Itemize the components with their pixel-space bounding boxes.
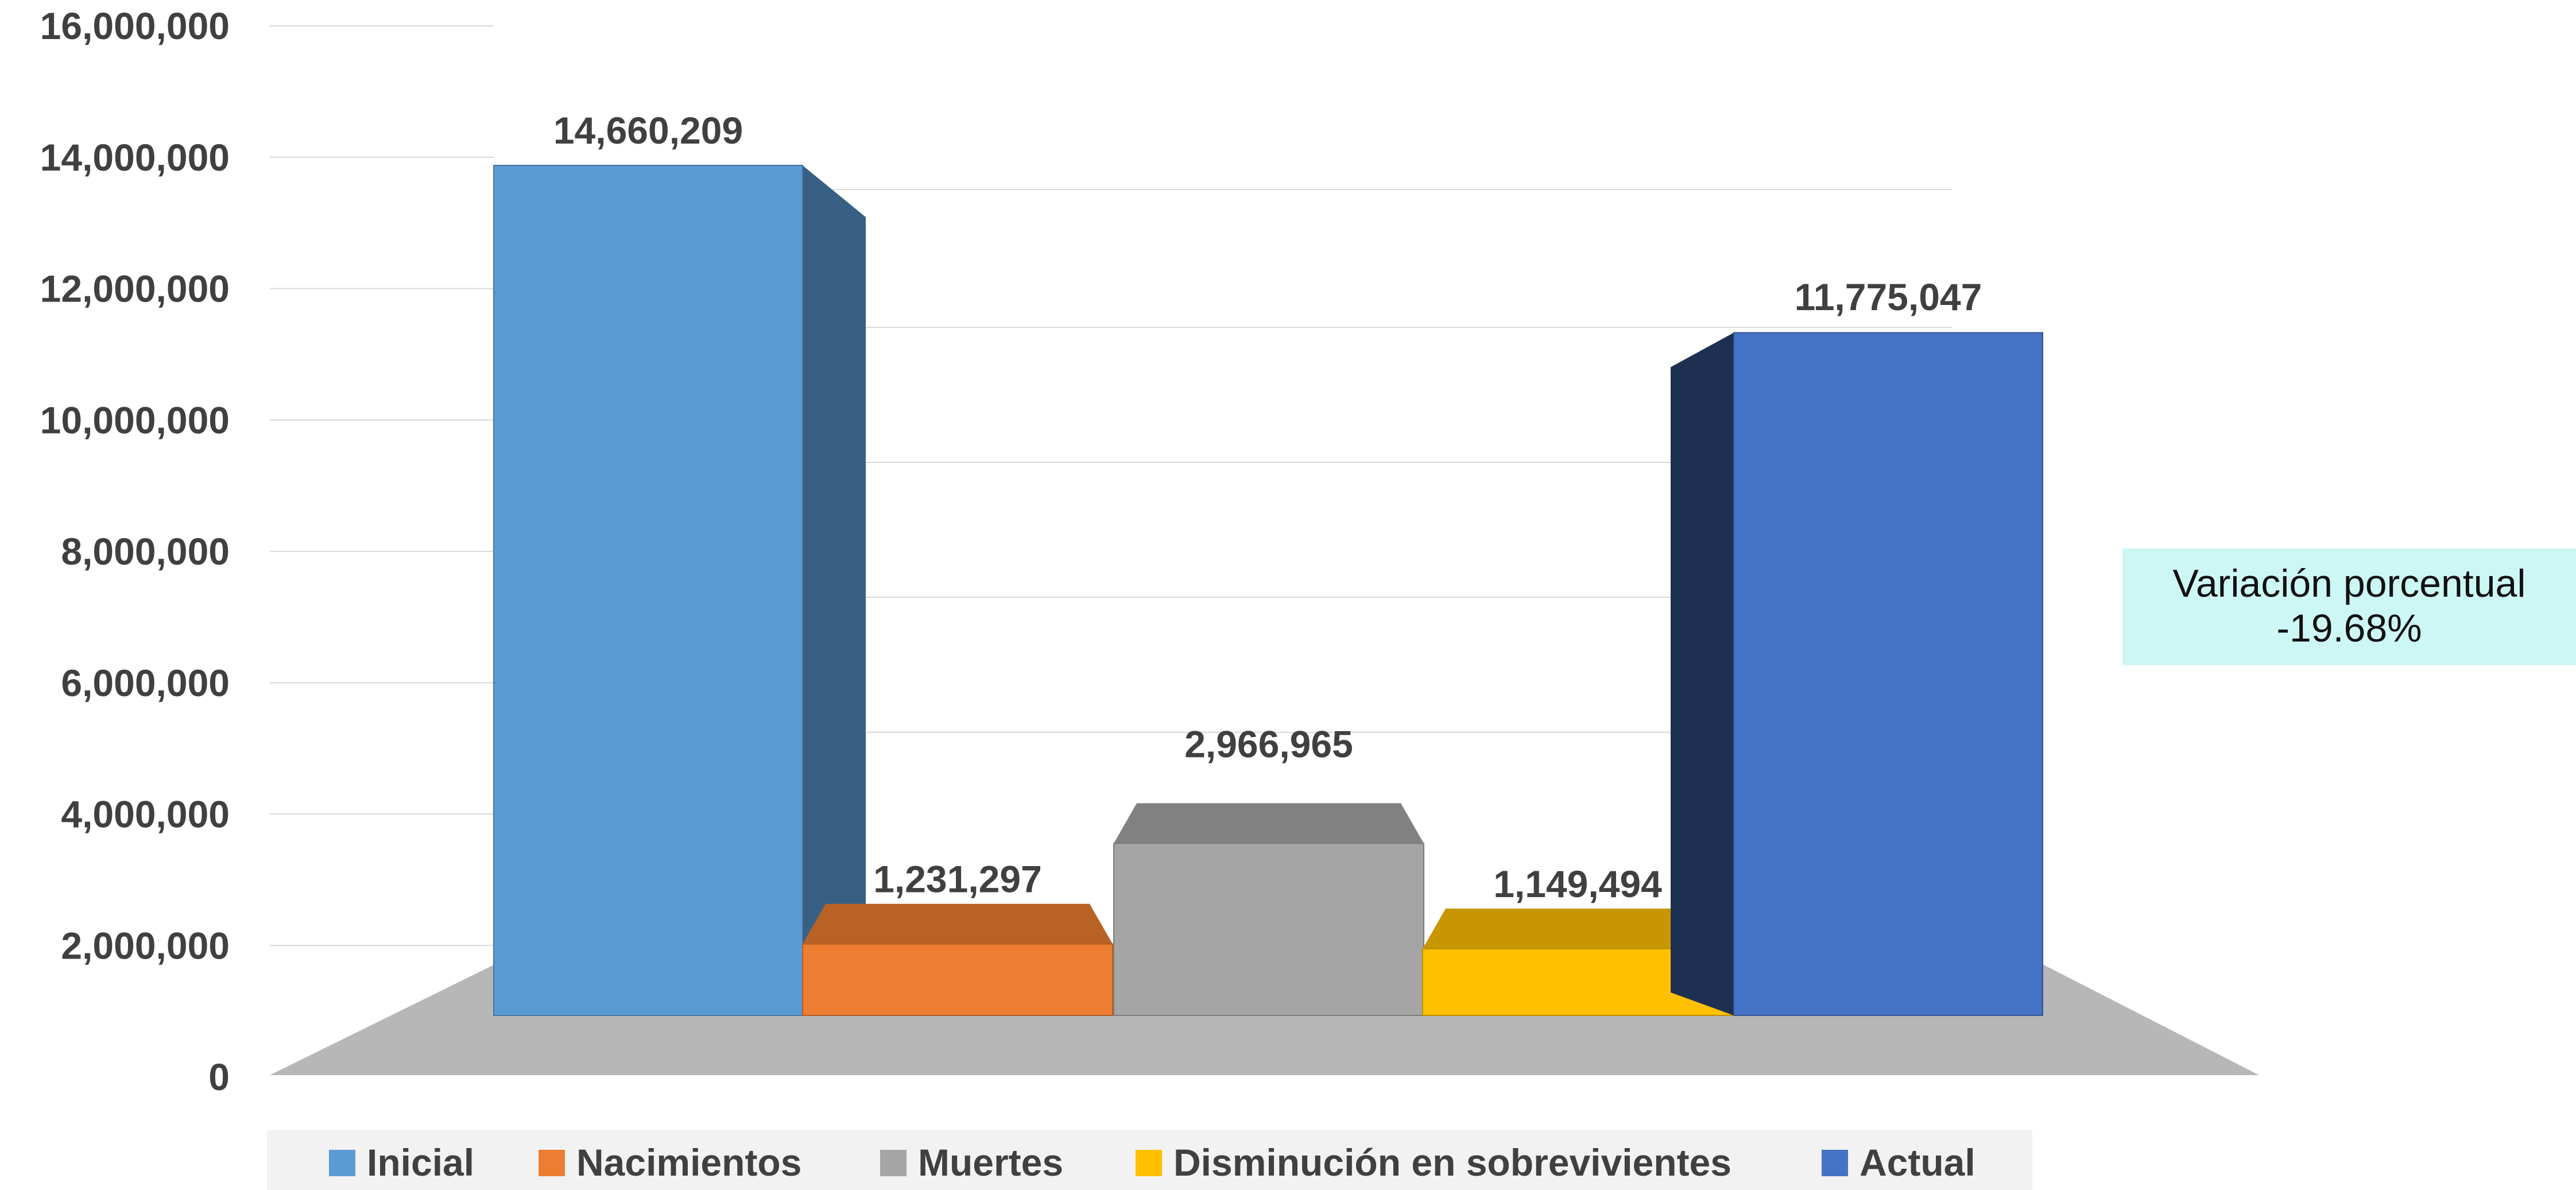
bar-front	[493, 165, 803, 1016]
y-tick-label: 12,000,000	[40, 268, 230, 310]
bars	[493, 165, 2043, 1016]
legend-label: Nacimientos	[576, 1141, 801, 1184]
y-tick-label: 16,000,000	[40, 5, 230, 47]
bar-top	[803, 903, 1113, 944]
bar-side	[1671, 333, 1734, 1015]
legend-swatch	[539, 1150, 565, 1176]
legend-label: Actual	[1860, 1141, 1975, 1184]
legend-label: Inicial	[367, 1141, 474, 1184]
legend-item: Nacimientos	[539, 1141, 801, 1184]
legend-item: Disminución en sobrevivientes	[1136, 1141, 1731, 1184]
y-tick-label: 8,000,000	[61, 530, 230, 573]
y-axis-tick-labels: 0 2,000,000 4,000,000 6,000,000 8,000,000 10,…	[40, 5, 230, 1098]
legend-swatch	[329, 1150, 355, 1176]
legend: Inicial Nacimientos Muertes Disminución en …	[267, 1130, 2032, 1190]
data-label: 14,660,209	[553, 109, 743, 152]
y-tick-label: 4,000,000	[61, 793, 230, 836]
bar-front	[1113, 843, 1424, 1016]
bar-side	[803, 165, 866, 1015]
y-tick-label: 14,000,000	[40, 136, 230, 179]
data-labels: 14,660,209 1,231,297 2,966,965 1,149,494 11,…	[553, 109, 1982, 905]
bar-top	[1423, 908, 1733, 949]
data-label: 1,231,297	[873, 858, 1042, 901]
annotation-title: Variación porcentual	[2172, 562, 2526, 605]
legend-swatch	[1136, 1150, 1162, 1176]
annotation-value: -19.68%	[2276, 606, 2422, 650]
legend-label: Disminución en sobrevivientes	[1173, 1141, 1731, 1184]
data-label: 1,149,494	[1493, 863, 1662, 905]
bar-4	[1671, 332, 2043, 1016]
bar-2	[1113, 803, 1424, 1016]
legend-swatch	[880, 1150, 907, 1176]
percent-change-annotation: Variación porcentual -19.68%	[2122, 548, 2576, 665]
bar-front	[802, 943, 1113, 1016]
y-tick-label: 10,000,000	[40, 399, 230, 441]
bar-top	[1114, 803, 1424, 844]
bar-front	[1733, 332, 2043, 1016]
legend-item: Muertes	[880, 1141, 1063, 1184]
legend-label: Muertes	[918, 1141, 1063, 1184]
legend-item: Inicial	[329, 1141, 474, 1184]
data-label: 2,966,965	[1184, 722, 1353, 765]
y-tick-label: 6,000,000	[61, 662, 230, 704]
legend-swatch	[1822, 1150, 1848, 1176]
y-tick-label: 0	[208, 1056, 230, 1098]
y-tick-label: 2,000,000	[61, 924, 230, 967]
legend-item: Actual	[1822, 1141, 1975, 1184]
bar-0	[493, 165, 866, 1016]
data-label: 11,775,047	[1795, 276, 1982, 318]
bar-1	[802, 903, 1113, 1016]
